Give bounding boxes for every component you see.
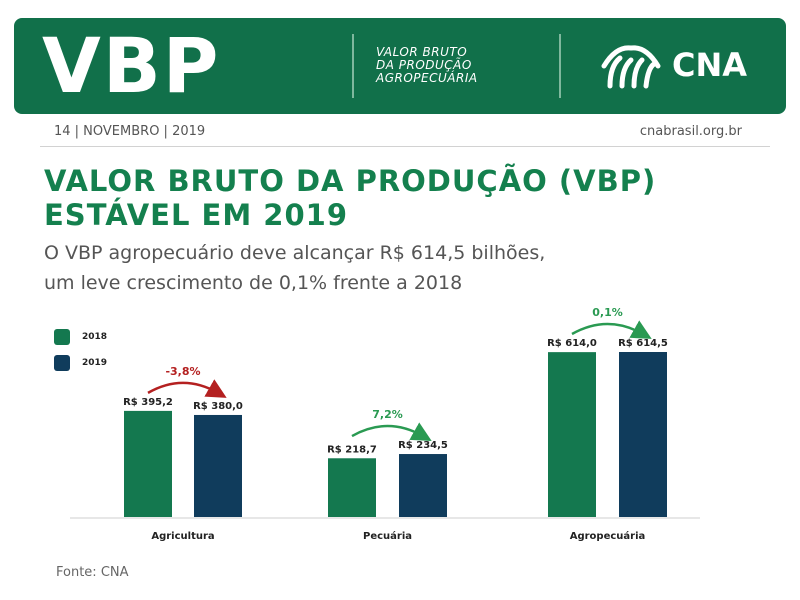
legend-swatch-2018 [54, 329, 70, 345]
subheadline: O VBP agropecuário deve alcançar R$ 614,… [44, 238, 545, 298]
banner-divider [352, 34, 354, 98]
bar-2019-3 [619, 352, 667, 517]
banner-subtitle-line-1: VALOR BRUTO [376, 45, 468, 59]
banner-divider [559, 34, 561, 98]
header-banner: VBP VALOR BRUTO DA PRODUÇÃO AGROPECUÁRIA… [14, 18, 786, 114]
logo-text: CNA [672, 46, 748, 84]
divider [40, 146, 770, 147]
data-label-2019-2: R$ 234,5 [398, 440, 448, 451]
banner-subtitle: VALOR BRUTO DA PRODUÇÃO AGROPECUÁRIA [376, 46, 478, 85]
legend-label-2019: 2019 [82, 358, 108, 368]
banner-subtitle-line-3: AGROPECUÁRIA [376, 71, 478, 85]
bar-2018-3 [548, 352, 596, 517]
change-arrow-3 [571, 320, 652, 339]
category-label-2: Pecuária [363, 530, 412, 542]
headline: VALOR BRUTO DA PRODUÇÃO (VBP) ESTÁVEL EM… [44, 164, 656, 232]
cna-leaf-logo-icon [601, 45, 661, 89]
category-label-3: Agropecuária [570, 530, 646, 542]
bar-2018-1 [124, 410, 172, 517]
bar-2019-1 [194, 414, 242, 517]
change-arrow-2 [351, 422, 432, 441]
category-label-1: Agricultura [151, 531, 214, 542]
change-arrow-1 [147, 379, 227, 398]
legend-swatch-2019 [54, 355, 70, 371]
bar-2019-2 [399, 454, 447, 517]
headline-line-1: VALOR BRUTO DA PRODUÇÃO (VBP) [44, 164, 657, 198]
data-label-2018-3: R$ 614,0 [547, 338, 597, 349]
data-label-2018-2: R$ 218,7 [327, 444, 377, 455]
subheadline-line-1: O VBP agropecuário deve alcançar R$ 614,… [44, 242, 546, 264]
subheadline-line-2: um leve crescimento de 0,1% frente a 201… [44, 272, 463, 294]
data-label-2018-1: R$ 395,2 [123, 397, 173, 408]
change-label-1: -3,8% [165, 365, 200, 378]
publication-date: 14 | NOVEMBRO | 2019 [54, 124, 206, 139]
banner-subtitle-line-2: DA PRODUÇÃO [376, 58, 472, 72]
source-note: Fonte: CNA [56, 565, 129, 580]
data-label-2019-1: R$ 380,0 [193, 401, 243, 412]
headline-line-2: ESTÁVEL EM 2019 [44, 198, 349, 232]
legend-label-2018: 2018 [82, 332, 108, 342]
banner-title: VBP [42, 21, 221, 110]
change-label-3: 0,1% [592, 306, 623, 319]
bar-2018-2 [328, 458, 376, 517]
website-link[interactable]: cnabrasil.org.br [639, 124, 742, 139]
data-label-2019-3: R$ 614,5 [618, 338, 668, 349]
change-label-2: 7,2% [372, 408, 403, 421]
